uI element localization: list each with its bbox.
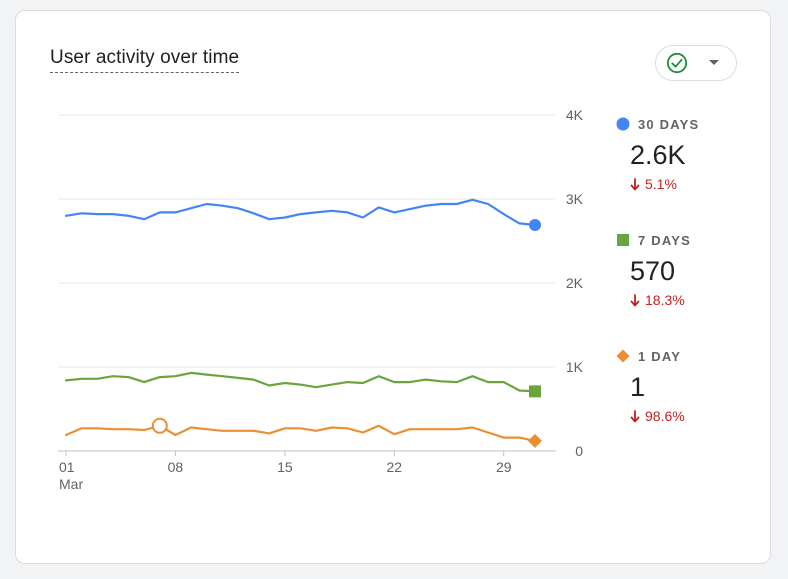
x-tick-label: 15 (277, 459, 293, 475)
legend-item-30-days[interactable]: 30 DAYS 2.6K 5.1% (616, 115, 766, 215)
x-tick-label: 01 (59, 459, 75, 475)
x-tick-label: 22 (387, 459, 403, 475)
series-highlight-point (151, 417, 168, 434)
diamond-marker-icon (616, 349, 630, 363)
legend-change: 18.3% (630, 292, 685, 308)
square-marker-icon (617, 234, 629, 246)
legend-label: 30 DAYS (638, 116, 700, 132)
legend-value: 1 (630, 372, 646, 402)
series-end-marker (529, 219, 541, 232)
legend-change-value: 5.1% (645, 176, 677, 192)
check-circle-icon (666, 52, 688, 74)
legend-label: 7 DAYS (638, 232, 691, 248)
series-line-1-day (64, 424, 537, 442)
y-tick-label: 4K (566, 107, 584, 123)
series-end-marker (529, 385, 541, 398)
circle-marker-icon (616, 117, 630, 131)
legend-item-1-day[interactable]: 1 DAY 1 98.6% (616, 347, 766, 447)
card-title[interactable]: User activity over time (50, 47, 240, 73)
y-tick-label: 0 (575, 443, 583, 459)
legend-value: 2.6K (630, 140, 686, 170)
y-tick-label: 1K (566, 359, 584, 375)
x-tick-label: 08 (168, 459, 184, 475)
legend-change: 98.6% (630, 408, 685, 424)
y-tick-label: 3K (566, 191, 584, 207)
arrow-down-icon (630, 293, 640, 306)
legend-item-7-days[interactable]: 7 DAYS 570 18.3% (616, 231, 766, 331)
series-line-30-days (64, 198, 537, 227)
x-tick-sublabel: Mar (59, 476, 83, 492)
arrow-down-icon (630, 409, 640, 422)
x-tick-label: 29 (496, 459, 512, 475)
arrow-down-icon (630, 177, 640, 190)
y-tick-label: 2K (566, 275, 584, 291)
series-line-7-days (64, 371, 537, 393)
legend-change-value: 18.3% (645, 292, 685, 308)
legend-value: 570 (630, 256, 676, 286)
legend-label: 1 DAY (638, 348, 682, 364)
series-end-marker (528, 433, 542, 448)
caret-down-icon (709, 60, 719, 65)
legend-change-value: 98.6% (645, 408, 685, 424)
compare-dropdown-button[interactable] (655, 45, 737, 81)
user-activity-card: User activity over time 0 1K 2K 3K 4K 01 Mar 08… (15, 10, 771, 564)
legend-change: 5.1% (630, 176, 677, 192)
